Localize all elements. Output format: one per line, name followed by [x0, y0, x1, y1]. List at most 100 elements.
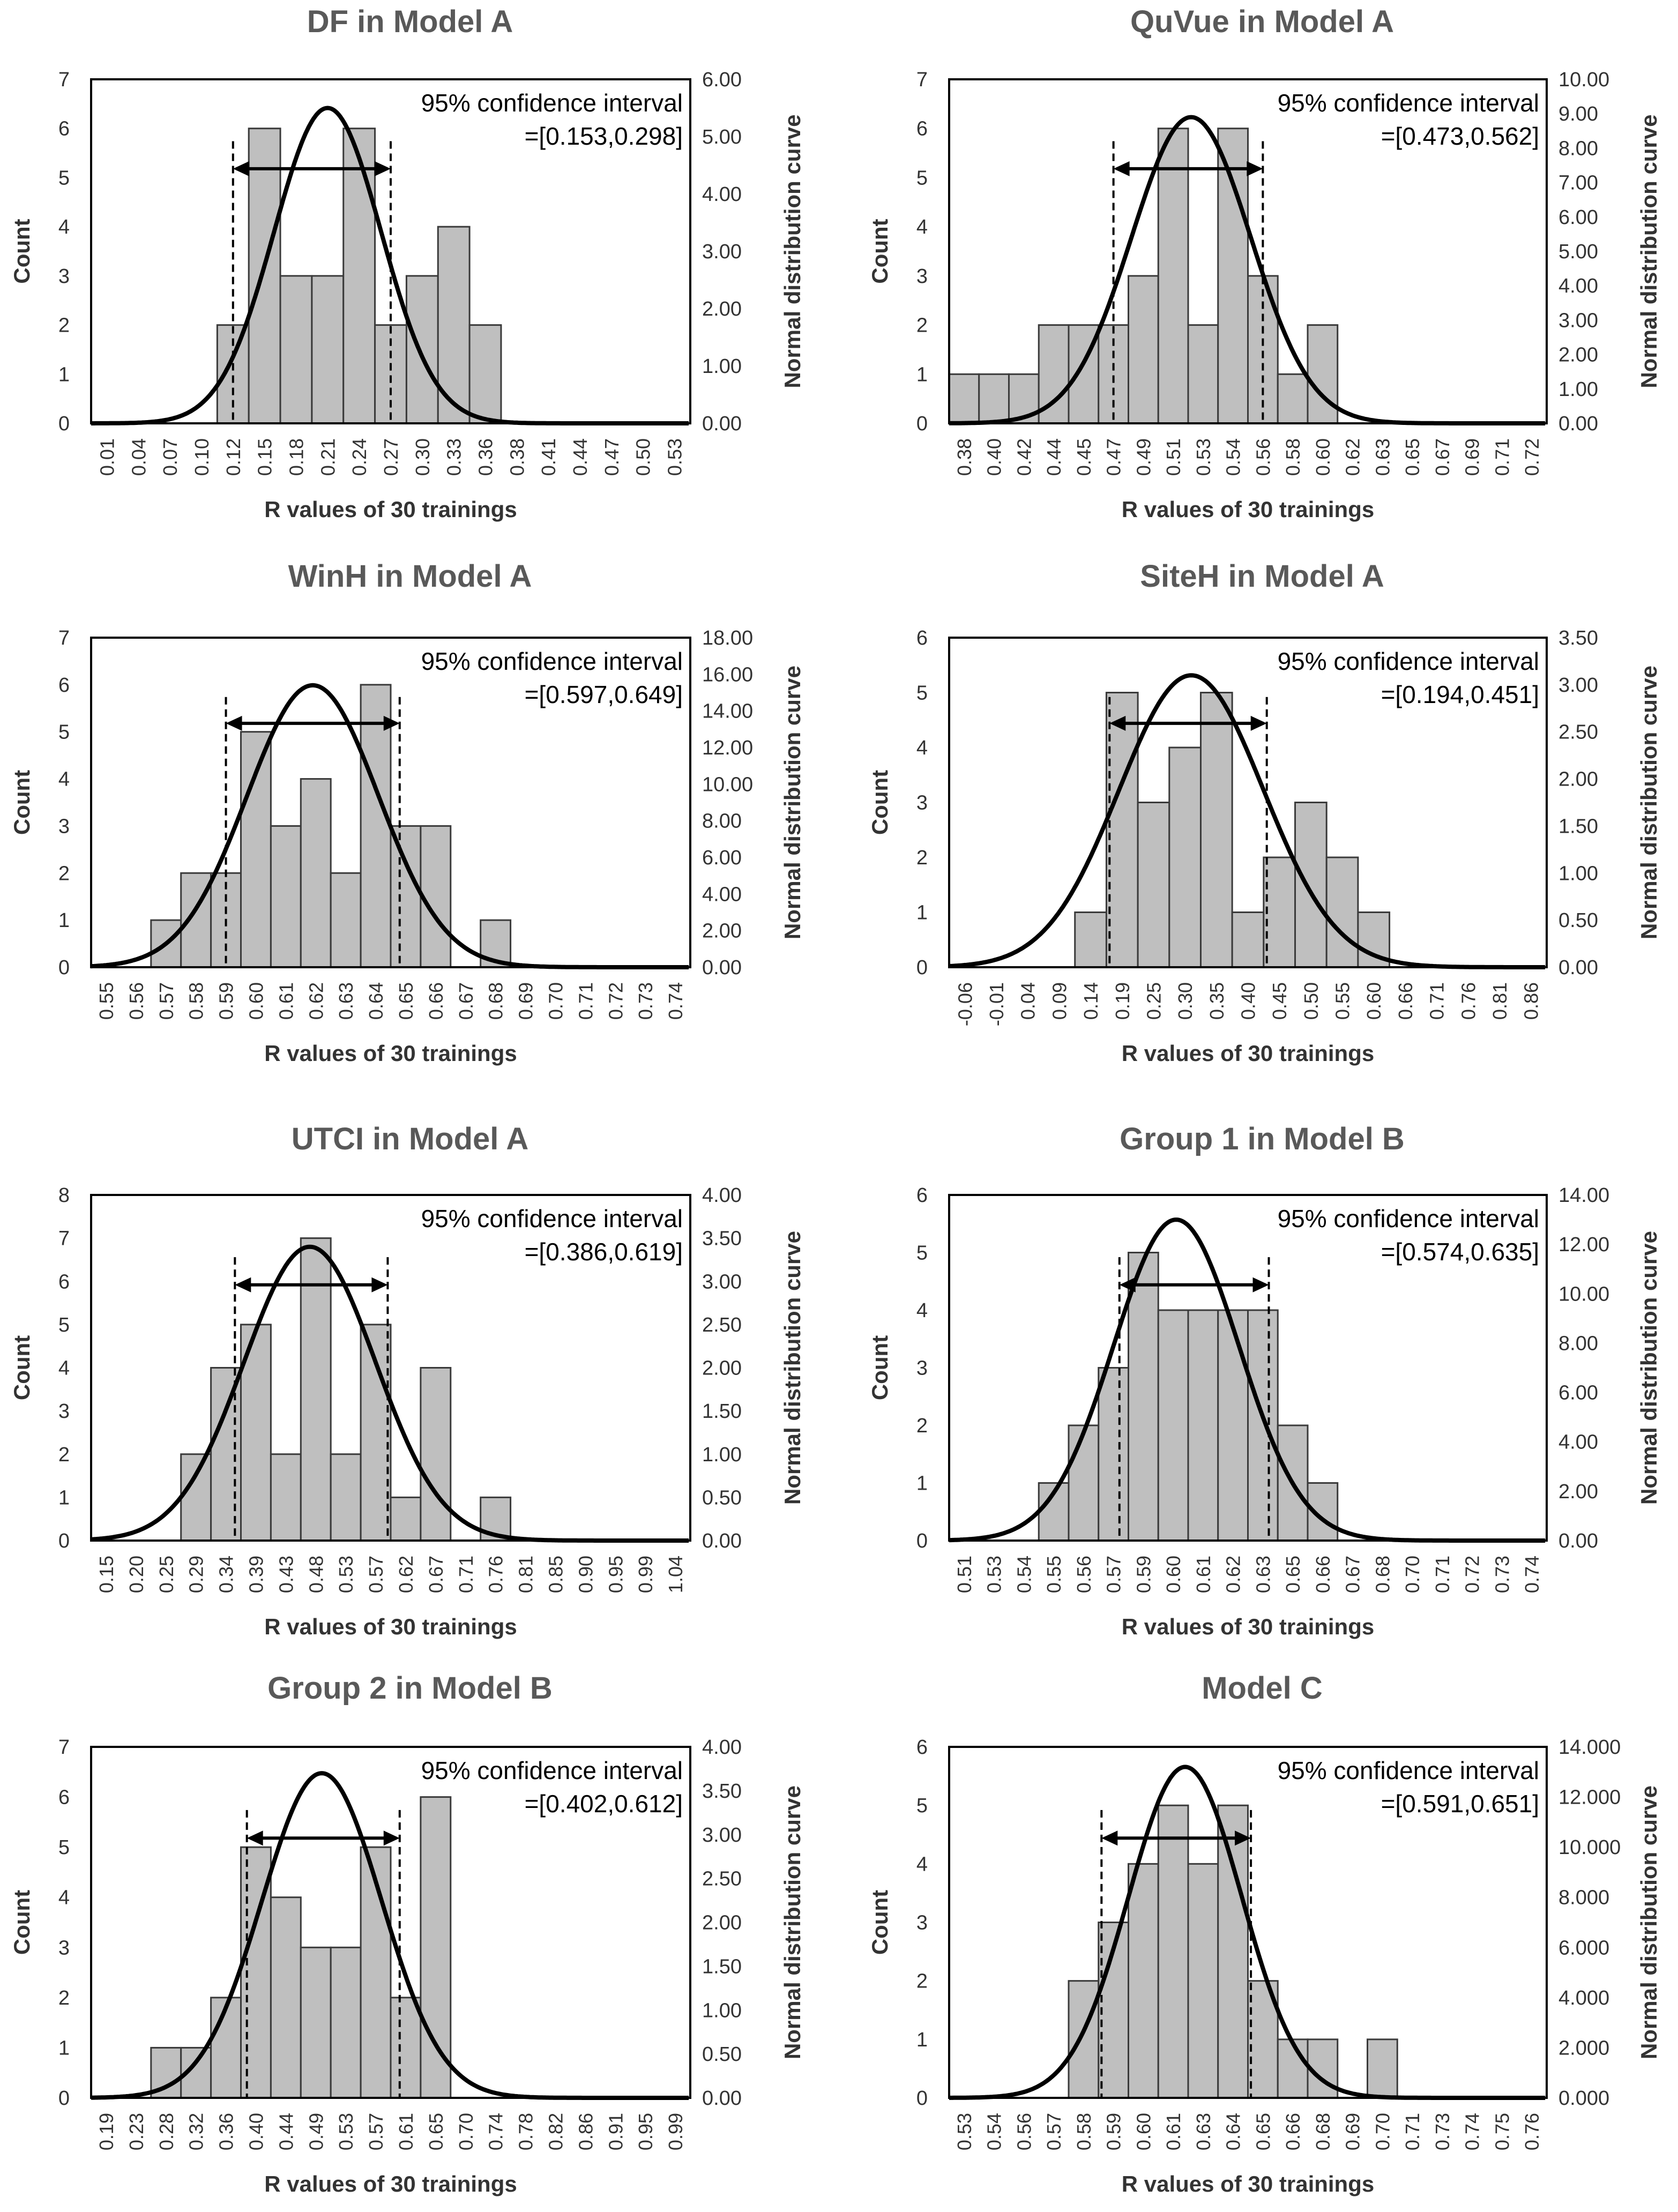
y-tick-label: 6 — [916, 1736, 928, 1759]
y-tick-label: 5 — [916, 1242, 928, 1265]
y-tick-label: 4 — [58, 1357, 70, 1380]
x-tick-label: 0.81 — [515, 1556, 537, 1593]
y2-tick-label: 2.50 — [702, 1314, 742, 1336]
ci-label: 95% confidence interval — [421, 1757, 683, 1784]
y2-tick-label: 2.00 — [702, 298, 742, 320]
y2-axis-title: Normal distribution curve — [780, 666, 805, 939]
x-axis-title: R values of 30 trainings — [264, 2171, 517, 2196]
plot-frame — [90, 1746, 691, 2099]
x-tick-label: 0.56 — [125, 982, 147, 1020]
x-tick-label: 0.71 — [1426, 982, 1448, 1020]
y-tick-label: 5 — [58, 721, 70, 744]
x-tick-label: -0.06 — [954, 982, 976, 1026]
x-tick-label: 0.69 — [1461, 438, 1483, 476]
x-tick-label: 0.60 — [245, 982, 267, 1020]
ci-arrow-head-right — [1247, 161, 1263, 176]
y-tick-label: 2 — [916, 1970, 928, 1993]
y2-tick-label: 4.00 — [702, 183, 742, 206]
y2-tick-label: 9.00 — [1558, 103, 1598, 125]
x-tick-label: 0.63 — [1192, 2113, 1214, 2150]
x-tick-label: 0.55 — [95, 982, 117, 1020]
histogram-bar — [1157, 128, 1189, 424]
x-tick-label: 0.43 — [275, 1556, 297, 1593]
y-tick-label: 7 — [916, 69, 928, 91]
x-axis-title: R values of 30 trainings — [1122, 2171, 1374, 2196]
histogram-bar — [270, 825, 302, 968]
x-tick-label: 0.53 — [335, 1556, 357, 1593]
y-tick-label: 6 — [916, 118, 928, 140]
x-tick-label: 0.63 — [1371, 438, 1393, 476]
y2-tick-label: 14.00 — [702, 700, 753, 723]
x-tick-label: 0.30 — [412, 438, 434, 476]
y2-tick-label: 1.00 — [1558, 378, 1598, 401]
x-tick-label: 0.40 — [983, 438, 1005, 476]
y2-tick-label: 8.00 — [1558, 137, 1598, 160]
y-tick-label: 3 — [916, 1357, 928, 1380]
x-tick-label: 0.50 — [632, 438, 654, 476]
plot-frame — [948, 637, 1548, 968]
x-tick-label: 0.73 — [1491, 1556, 1513, 1593]
x-tick-label: 0.53 — [335, 2113, 357, 2150]
ci-arrow-head-left — [1119, 1277, 1136, 1292]
x-tick-label: 0.91 — [605, 2113, 627, 2150]
x-tick-label: 0.15 — [254, 438, 276, 476]
y2-tick-label: 2.00 — [1558, 1481, 1598, 1503]
x-tick-label: 0.35 — [1206, 982, 1228, 1020]
histogram-bar — [180, 1453, 212, 1542]
x-tick-label: 0.68 — [1312, 2113, 1334, 2150]
histogram-bar — [390, 1997, 422, 2099]
x-tick-label: 0.63 — [1252, 1556, 1274, 1593]
x-tick-label: 0.60 — [1162, 1556, 1184, 1593]
x-tick-label: 0.55 — [1043, 1556, 1065, 1593]
x-tick-label: 0.67 — [455, 982, 477, 1020]
x-tick-label: 0.49 — [1132, 438, 1154, 476]
ci-arrow-head-left — [233, 161, 249, 176]
y-axis-title: Count — [9, 770, 34, 835]
x-tick-label: 0.71 — [575, 982, 596, 1020]
x-tick-label: 0.70 — [455, 2113, 477, 2150]
histogram-bar — [1277, 1424, 1309, 1542]
y2-tick-label: 12.00 — [702, 737, 753, 759]
y2-tick-label: 6.00 — [702, 69, 742, 91]
x-tick-label: 0.65 — [1252, 2113, 1274, 2150]
y-tick-label: 3 — [58, 1400, 70, 1423]
x-tick-label: 0.49 — [305, 2113, 327, 2150]
histogram-bar — [1168, 746, 1202, 968]
x-tick-label: 0.95 — [605, 1556, 627, 1593]
ci-arrow-head-left — [247, 1830, 263, 1846]
histogram-bar — [330, 1453, 362, 1542]
histogram-bar — [1128, 275, 1159, 424]
histogram-bar — [1217, 128, 1249, 424]
histogram-bar — [1098, 1367, 1129, 1542]
y2-tick-label: 10.00 — [1558, 69, 1609, 91]
x-tick-label: 0.76 — [1521, 2113, 1543, 2150]
x-tick-label: 0.75 — [1491, 2113, 1513, 2150]
y2-tick-label: 0.00 — [702, 2087, 742, 2110]
y-tick-label: 4 — [916, 216, 928, 238]
ci-arrow-head-right — [383, 1830, 400, 1846]
x-tick-label: 0.40 — [1237, 982, 1259, 1020]
x-tick-label: 0.59 — [1103, 2113, 1125, 2150]
x-tick-label: 0.15 — [95, 1556, 117, 1593]
histogram-bar — [311, 275, 345, 424]
y-tick-label: 5 — [916, 167, 928, 189]
x-tick-label: 0.67 — [1342, 1556, 1364, 1593]
y2-tick-label: 10.00 — [702, 773, 753, 796]
x-tick-label: 0.41 — [538, 438, 560, 476]
ci-value: =[0.194,0.451] — [1381, 681, 1539, 708]
ci-arrow-head-left — [1113, 161, 1130, 176]
x-tick-label: 0.25 — [1143, 982, 1165, 1020]
y2-tick-label: 0.00 — [1558, 1530, 1598, 1552]
y-tick-label: 4 — [58, 1887, 70, 1909]
y2-tick-label: 7.00 — [1558, 172, 1598, 195]
ci-value: =[0.591,0.651] — [1381, 1790, 1539, 1818]
histogram-bar — [1217, 1309, 1249, 1542]
x-tick-label: 0.20 — [125, 1556, 147, 1593]
ci-label: 95% confidence interval — [421, 1205, 683, 1232]
histogram-bar — [1187, 1309, 1219, 1542]
y-tick-label: 0 — [916, 2087, 928, 2110]
x-tick-label: 0.19 — [95, 2113, 117, 2150]
x-tick-label: 0.86 — [575, 2113, 596, 2150]
y-tick-label: 2 — [58, 315, 70, 337]
x-tick-label: 0.57 — [1043, 2113, 1065, 2150]
